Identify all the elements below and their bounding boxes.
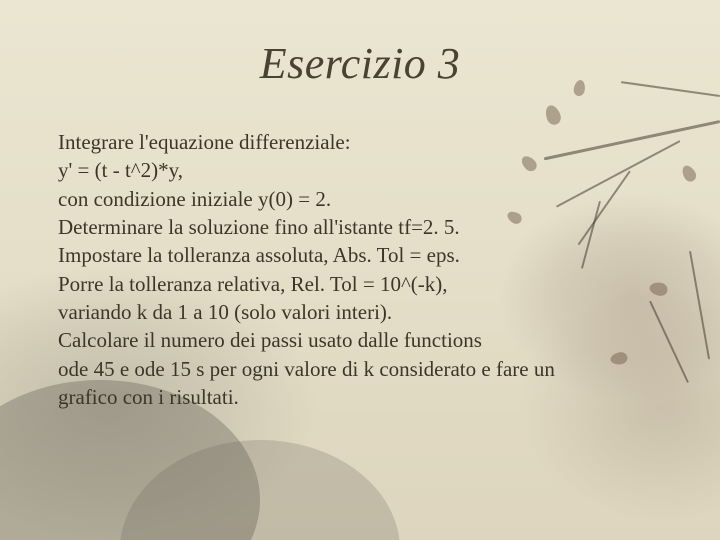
body-line: Determinare la soluzione fino all'istant… bbox=[58, 213, 680, 241]
decorative-leaf bbox=[680, 163, 699, 184]
body-line: y' = (t - t^2)*y, bbox=[58, 156, 680, 184]
body-line: ode 45 e ode 15 s per ogni valore di k c… bbox=[58, 355, 680, 383]
slide-title: Esercizio 3 bbox=[0, 38, 720, 89]
body-line: Porre la tolleranza relativa, Rel. Tol =… bbox=[58, 270, 680, 298]
body-line: Calcolare il numero dei passi usato dall… bbox=[58, 326, 680, 354]
body-line: Integrare l'equazione differenziale: bbox=[58, 128, 680, 156]
slide-body: Integrare l'equazione differenziale: y' … bbox=[58, 128, 680, 411]
body-line: variando k da 1 a 10 (solo valori interi… bbox=[58, 298, 680, 326]
slide: Esercizio 3 Integrare l'equazione differ… bbox=[0, 0, 720, 540]
body-line: con condizione iniziale y(0) = 2. bbox=[58, 185, 680, 213]
decorative-leaf bbox=[543, 103, 563, 127]
decorative-branch bbox=[689, 251, 710, 360]
body-line: Impostare la tolleranza assoluta, Abs. T… bbox=[58, 241, 680, 269]
body-line: grafico con i risultati. bbox=[58, 383, 680, 411]
